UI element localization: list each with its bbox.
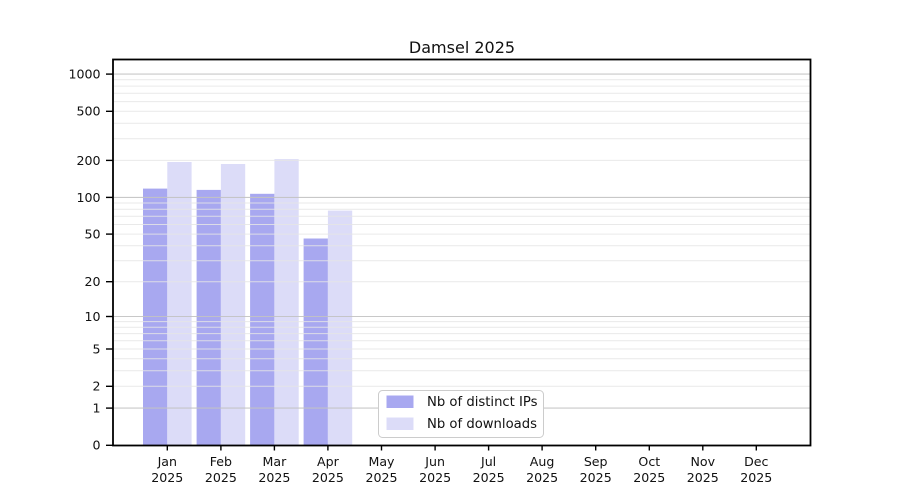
bar-distinct-ips [196,189,221,446]
x-tick-label-year: 2025 [312,470,344,485]
x-tick-label-month: Dec [744,454,768,469]
grid-layer [114,73,811,409]
x-tick-label-year: 2025 [633,470,665,485]
chart-title: Damsel 2025 [409,38,515,57]
x-tick-label-month: Aug [530,454,555,469]
plot-frame [112,58,812,447]
bar-distinct-ips [303,238,328,446]
y-tick-label: 500 [76,104,100,119]
axis-layer: 01251020501002005001000Jan2025Feb2025Mar… [68,67,772,486]
y-tick-label: 200 [76,153,100,168]
x-tick-label-year: 2025 [526,470,558,485]
y-tick-label: 2 [92,379,100,394]
legend-label-distinct-ips: Nb of distinct IPs [427,395,538,410]
x-tick-label-year: 2025 [151,470,183,485]
y-tick-label: 50 [84,227,100,242]
bar-downloads [220,164,246,446]
y-tick-label: 0 [92,438,100,453]
y-tick-label: 5 [92,341,100,356]
y-tick-label: 100 [76,190,100,205]
y-tick-label: 10 [84,309,100,324]
legend-label-downloads: Nb of downloads [427,417,537,432]
legend-box [378,390,544,438]
y-tick-label: 20 [84,274,100,289]
x-tick-label-year: 2025 [580,470,612,485]
x-tick-label-month: Jun [424,454,445,469]
x-tick-label-year: 2025 [473,470,505,485]
bar-downloads [274,159,299,446]
x-tick-label-year: 2025 [419,470,451,485]
x-tick-label-month: Nov [691,454,716,469]
x-tick-label-year: 2025 [258,470,290,485]
x-tick-label-month: Feb [210,454,232,469]
bar-downloads [167,162,192,446]
x-tick-label-month: Sep [584,454,608,469]
x-tick-label-month: Apr [317,454,340,469]
x-tick-label-year: 2025 [740,470,772,485]
legend-swatch-distinct-ips [386,395,414,408]
x-tick-label-year: 2025 [205,470,237,485]
x-tick-label-month: Mar [263,454,288,469]
x-tick-label-month: May [368,454,395,469]
x-tick-label-year: 2025 [365,470,397,485]
bar-downloads [327,210,353,446]
bars-layer [143,159,353,446]
x-tick-label-month: Oct [638,454,660,469]
legend: Nb of distinct IPs Nb of downloads [378,390,544,438]
y-tick-label: 1 [92,401,100,416]
x-tick-label-year: 2025 [687,470,719,485]
x-tick-label-month: Jan [157,454,177,469]
y-tick-label: 1000 [68,67,100,82]
bar-distinct-ips [250,193,275,446]
x-tick-label-month: Jul [480,454,496,469]
legend-swatch-downloads [386,417,414,430]
